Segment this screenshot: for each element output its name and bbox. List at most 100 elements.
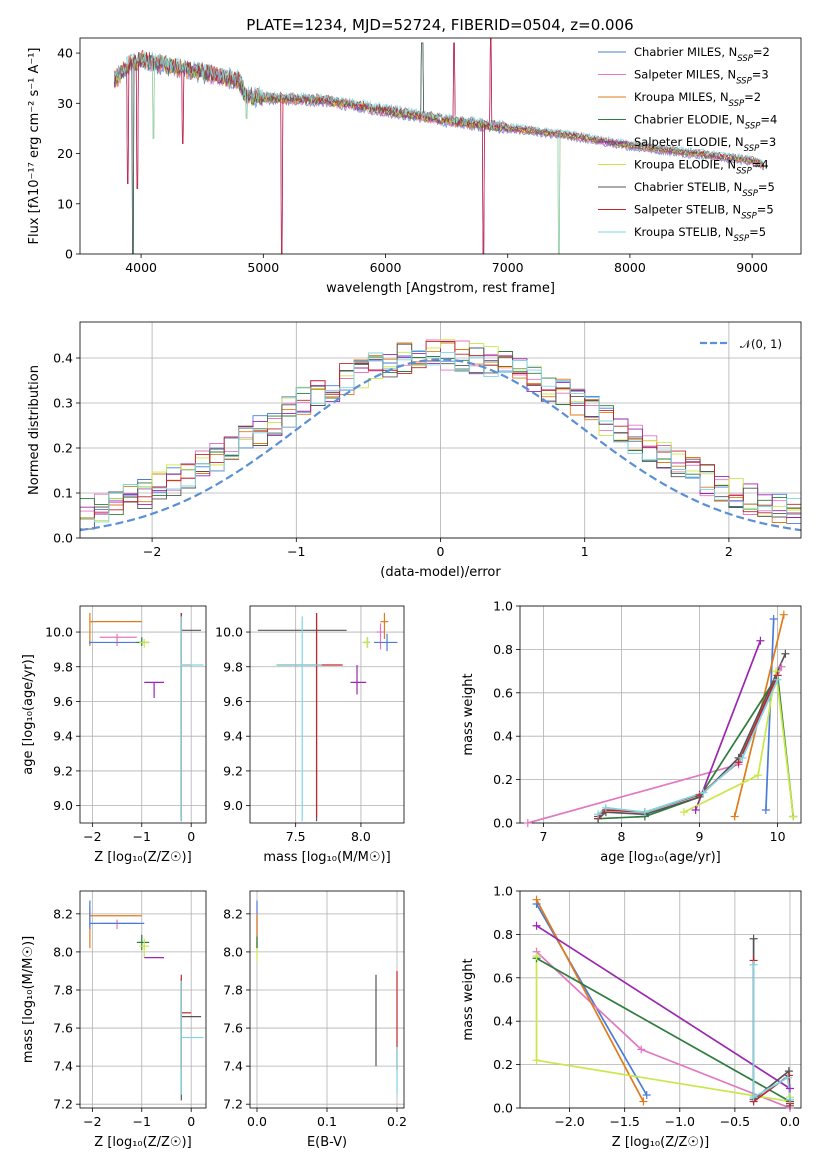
plot-area [535,899,791,1108]
y-tick-label: 7.8 [53,982,73,997]
y-axis-label: age [log₁₀(age/yr)] [21,654,36,775]
y-tick-label: 0.2 [53,441,73,456]
x-tick-label: 8 [617,829,625,844]
plot-area [257,612,398,822]
weight-marker [532,952,541,961]
y-tick-label: 0.4 [53,351,73,366]
legend-entry: Chabrier MILES, NSSP=2 [634,45,770,64]
gaussian-curve [80,358,801,532]
axes-frame [79,605,207,824]
plots-layer: 4000 5000 6000 7000 8000 9000010203040wavelen… [21,37,802,1150]
y-tick-label: 7.8 [223,982,243,997]
x-tick-label: 9000 [736,260,768,275]
x-axis-label: Z [log₁₀(Z/Z☉)] [94,850,191,865]
weight-marker [785,1084,794,1093]
plot-area [80,339,801,532]
x-axis-label: Z [log₁₀(Z/Z☉)] [612,1135,709,1150]
y-tick-label: 8.0 [53,944,73,959]
x-tick-label: 1 [581,544,589,559]
x-tick-label: −1 [133,829,151,844]
axes-frame [79,37,802,255]
x-tick-label: 7000 [492,260,524,275]
x-axis-label: E(B-V) [307,1135,347,1150]
axes-frame [79,890,207,1109]
axes-weight_vs_Z: −2.0 −1.5 −1.0 −0.5 0.0 0.0 0.2 0.4 0.6 0.8 1.0 Z [… [461,884,802,1150]
y-axis-label: mass weight [461,673,476,755]
weight-marker [679,808,688,817]
weight-marker [601,803,610,812]
y-tick-label: 7.6 [223,1021,243,1036]
y-tick-label: 0.2 [493,772,513,787]
weight-marker [749,960,758,969]
weight-series [683,670,795,817]
x-tick-label: 8.0 [351,829,371,844]
weight-series [765,618,775,811]
spectrum-series [113,38,765,254]
weight-marker [777,662,786,671]
y-tick-label: 0.6 [493,970,513,985]
weight-marker [749,1093,758,1102]
x-tick-label: 0.2 [387,1114,407,1129]
legend-entry: Chabrier ELODIE, NSSP=4 [634,113,777,132]
weight-marker [756,636,765,645]
weight-marker [783,1073,792,1082]
weight-series [536,924,791,1090]
plot-area [113,38,765,254]
y-tick-label: 9.6 [223,694,243,709]
y-tick-label: 40 [57,46,73,61]
x-tick-label: 7 [539,829,547,844]
y-tick-label: 0.3 [53,396,73,411]
legend-entry: Salpeter MILES, NSSP=3 [634,68,769,87]
weight-series [527,666,783,823]
y-tick-label: 9.8 [53,659,73,674]
legend-entry: Salpeter ELODIE, NSSP=3 [634,135,776,154]
axes-residuals: −2 −1 0 1 2 0.0 0.1 0.2 0.3 0.4 (data-model)/error… [27,321,802,580]
legend-entry: Kroupa STELIB, NSSP=5 [634,225,766,244]
x-tick-label: 7.5 [286,829,306,844]
plot-area [256,900,398,1095]
x-tick-label: −1 [133,1114,151,1129]
x-tick-label: −2 [143,544,161,559]
y-axis-label: mass weight [461,958,476,1040]
y-tick-label: 0.0 [493,1101,513,1116]
weight-marker [769,615,778,624]
x-tick-label: 5000 [247,260,279,275]
y-tick-label: 0.1 [53,486,73,501]
y-tick-label: 8.2 [53,906,73,921]
legend-entry: Kroupa MILES, NSSP=2 [634,90,761,109]
y-tick-label: 7.4 [223,1059,243,1074]
weight-marker [699,788,708,797]
x-tick-label: 8000 [614,260,646,275]
y-tick-label: 10.0 [215,625,243,640]
weight-series [536,957,791,1103]
y-tick-label: 0.4 [493,1014,513,1029]
x-axis-label: mass [log₁₀(M/M☉)] [263,850,390,865]
axes-mass_vs_Z: −2 −1 0 7.2 7.4 7.6 7.8 8.0 8.2 Z [log₁₀(Z/Z☉)] ma… [21,890,207,1150]
histogram-series [80,349,801,523]
spectrum-legend: Chabrier MILES, NSSP=2 Salpeter MILES, NS… [598,45,777,244]
plot-area [527,614,795,823]
weight-marker [749,934,758,943]
plot-area [89,612,204,822]
weight-marker [779,610,788,619]
y-tick-label: 0.8 [493,927,513,942]
y-tick-label: 9.8 [223,659,243,674]
x-axis-label: Z [log₁₀(Z/Z☉)] [94,1135,191,1150]
y-tick-label: 10 [57,196,73,211]
axes-frame [519,605,802,824]
x-tick-label: 0.1 [317,1114,337,1129]
x-tick-label: 10 [770,829,786,844]
y-axis-label: mass [log₁₀(M/M☉)] [21,936,36,1063]
y-tick-label: 9.4 [53,729,73,744]
y-tick-label: 9.4 [223,729,243,744]
histogram-series [80,339,801,521]
y-axis-label: Flux [fλ10⁻¹⁷ erg cm⁻² s⁻¹ A⁻¹] [27,48,42,245]
x-axis-label: (data-model)/error [380,565,501,580]
plot-area [89,900,204,1101]
legend-entry: Salpeter STELIB, NSSP=5 [634,203,774,222]
legend-entry: Chabrier STELIB, NSSP=5 [634,180,775,199]
y-tick-label: 9.2 [53,763,73,778]
y-tick-label: 0.2 [493,1057,513,1072]
weight-marker [772,667,781,676]
